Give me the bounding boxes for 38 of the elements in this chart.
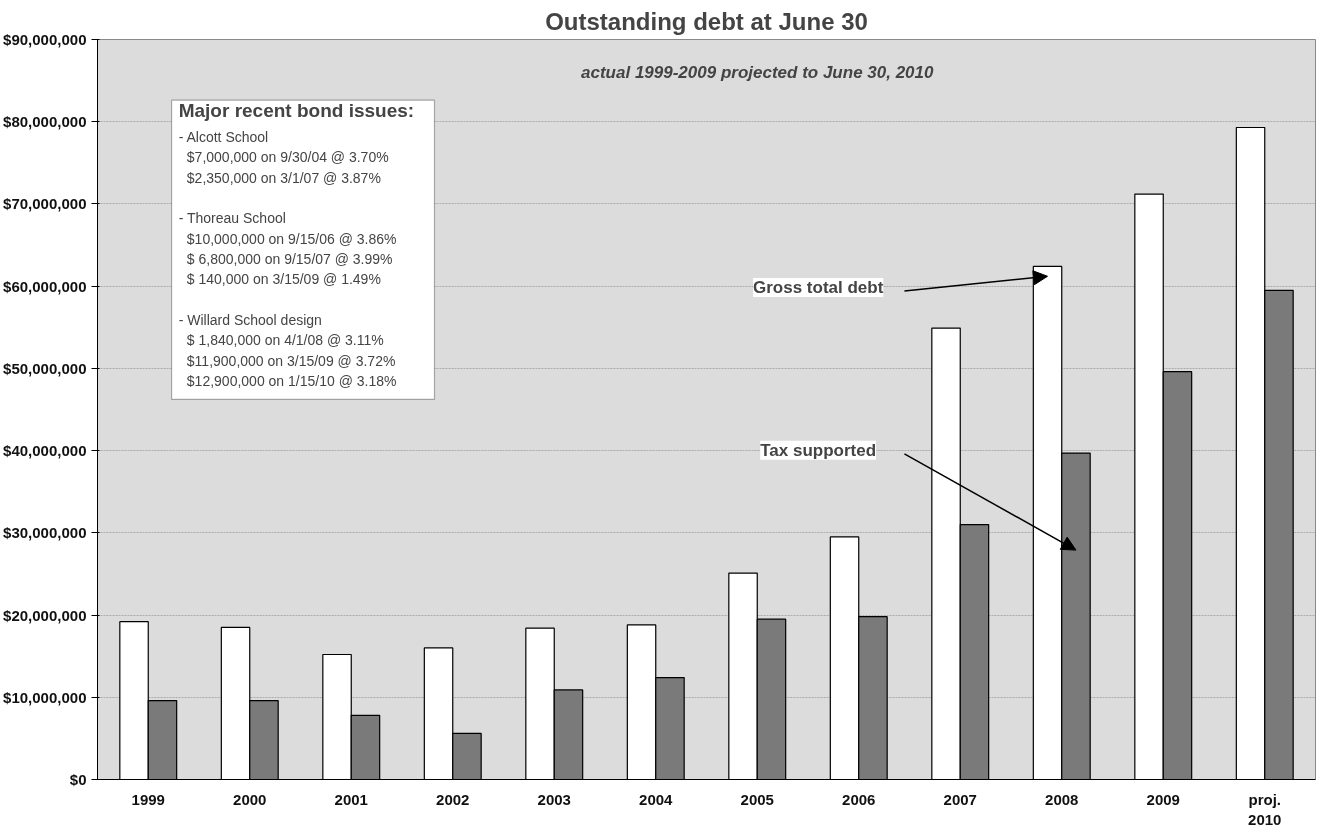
- x-tick-label: 2007: [943, 790, 977, 808]
- y-tick-label: $50,000,000: [3, 359, 87, 377]
- annotation: $12,900,000 on 1/15/10 @ 3.18%: [186, 373, 397, 390]
- annotation: $ 6,800,000 on 9/15/07 @ 3.99%: [186, 250, 393, 267]
- text: actual 1999-2009 projected to June 30, 2010: [581, 63, 935, 83]
- annotation: $ 140,000 on 3/15/09 @ 1.49%: [186, 271, 381, 288]
- y-tick-label: $20,000,000: [3, 606, 87, 624]
- x-tick-label: 2000: [233, 790, 267, 808]
- x-tick-label: 2009: [1146, 790, 1180, 808]
- chart-title: Outstanding debt at June 30: [545, 7, 868, 35]
- annotation: Major recent bond issues:: [178, 99, 415, 121]
- x-tick-label: 2005: [740, 790, 774, 808]
- y-tick-label: $10,000,000: [3, 688, 87, 706]
- annotation: $10,000,000 on 9/15/06 @ 3.86%: [186, 230, 397, 247]
- y-tick-label: $60,000,000: [3, 277, 87, 295]
- x-tick-label: 1999: [131, 790, 165, 808]
- y-tick-label: $70,000,000: [3, 195, 87, 213]
- x-tick-label: 2004: [639, 790, 674, 808]
- annotation: $7,000,000 on 9/30/04 @ 3.70%: [186, 149, 389, 166]
- y-tick-label: $0: [69, 771, 87, 788]
- x-tick-label: 2008: [1045, 790, 1079, 808]
- x-tick-label: 2002: [436, 790, 470, 808]
- y-tick-label: $80,000,000: [3, 113, 87, 131]
- x-tick-label: proj. 2010: [1248, 790, 1282, 828]
- annotation: Gross total debt: [752, 277, 884, 297]
- x-tick-label: 2001: [334, 790, 368, 808]
- x-tick-label: 2006: [842, 790, 876, 808]
- y-tick-label: $90,000,000: [3, 31, 87, 48]
- annotation: Tax supported: [760, 440, 877, 460]
- y-tick-label: $30,000,000: [3, 524, 87, 542]
- y-tick-label: $40,000,000: [3, 442, 87, 460]
- x-tick-label: 2003: [537, 790, 571, 808]
- annotation: $2,350,000 on 3/1/07 @ 3.87%: [186, 169, 381, 186]
- annotation: $11,900,000 on 3/15/09 @ 3.72%: [186, 352, 396, 369]
- annotation: - Willard School design: [178, 311, 322, 328]
- annotation: - Alcott School: [178, 128, 269, 145]
- annotation: - Thoreau School: [178, 210, 286, 227]
- annotation: $ 1,840,000 on 4/1/08 @ 3.11%: [186, 332, 384, 349]
